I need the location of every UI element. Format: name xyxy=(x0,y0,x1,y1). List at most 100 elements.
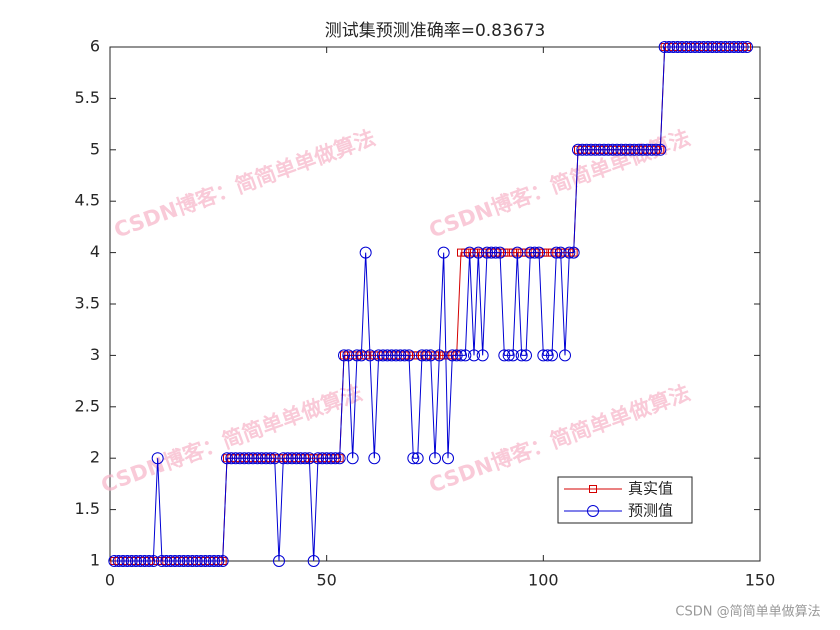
marker-circle xyxy=(273,555,285,567)
marker-circle xyxy=(641,143,654,156)
marker-circle xyxy=(502,349,515,362)
marker-circle xyxy=(528,246,541,259)
y-tick-label: 2.5 xyxy=(75,396,100,415)
marker-circle xyxy=(442,452,454,465)
marker-circle xyxy=(637,143,649,156)
marker-circle xyxy=(593,143,606,156)
marker-circle xyxy=(587,505,599,517)
marker-circle xyxy=(489,246,502,259)
marker-circle xyxy=(346,452,359,465)
marker-circle xyxy=(173,555,186,567)
marker-circle xyxy=(394,349,407,362)
marker-circle xyxy=(632,143,645,156)
marker-circle xyxy=(117,555,129,567)
marker-circle xyxy=(602,143,615,156)
marker-circle xyxy=(433,349,446,362)
marker-circle xyxy=(208,555,220,567)
marker-circle xyxy=(481,246,493,259)
marker-circle xyxy=(455,349,467,362)
marker-circle xyxy=(554,246,567,259)
marker-circle xyxy=(268,452,281,465)
marker-circle xyxy=(160,555,173,567)
marker-circle xyxy=(203,555,216,567)
marker-circle xyxy=(494,246,506,259)
marker-circle xyxy=(303,452,316,465)
marker-circle xyxy=(515,349,528,362)
marker-circle xyxy=(576,143,589,156)
marker-circle xyxy=(138,555,151,567)
marker-circle xyxy=(312,452,324,465)
marker-circle xyxy=(710,41,723,53)
marker-circle xyxy=(459,349,472,362)
marker-square xyxy=(589,485,597,493)
marker-circle xyxy=(147,555,160,567)
marker-circle xyxy=(299,452,311,465)
marker-circle xyxy=(407,452,420,465)
marker-circle xyxy=(385,349,398,362)
marker-circle xyxy=(329,452,342,465)
marker-circle xyxy=(485,246,498,259)
marker-circle xyxy=(741,41,753,53)
marker-circle xyxy=(286,452,298,465)
marker-circle xyxy=(355,349,368,362)
marker-circle xyxy=(498,349,511,362)
marker-circle xyxy=(151,452,164,465)
x-tick-label: 0 xyxy=(105,571,115,590)
y-tick-label: 4 xyxy=(90,242,100,261)
y-tick-label: 1.5 xyxy=(75,499,100,518)
marker-circle xyxy=(199,555,212,567)
marker-circle xyxy=(429,452,441,465)
marker-circle xyxy=(368,452,381,465)
legend-label: 预测值 xyxy=(628,502,673,520)
marker-circle xyxy=(559,349,571,362)
marker-circle xyxy=(541,349,554,362)
y-tick-label: 3 xyxy=(90,345,100,364)
marker-circle xyxy=(546,349,558,362)
marker-circle xyxy=(195,555,207,567)
marker-circle xyxy=(247,452,259,465)
marker-circle xyxy=(169,555,181,567)
marker-circle xyxy=(585,143,597,156)
marker-circle xyxy=(537,349,550,362)
marker-circle xyxy=(342,349,355,362)
marker-circle xyxy=(164,555,177,567)
marker-circle xyxy=(598,143,610,156)
marker-circle xyxy=(277,452,290,465)
marker-circle xyxy=(606,143,619,156)
marker-circle xyxy=(468,349,480,362)
marker-circle xyxy=(624,143,636,156)
marker-circle xyxy=(615,143,628,156)
x-tick-label: 100 xyxy=(528,571,559,590)
y-tick-label: 1 xyxy=(90,551,100,570)
marker-circle xyxy=(589,143,602,156)
marker-circle xyxy=(229,452,242,465)
marker-circle xyxy=(723,41,736,53)
marker-circle xyxy=(294,452,307,465)
marker-circle xyxy=(663,41,675,53)
marker-circle xyxy=(446,349,459,362)
x-tick-label: 50 xyxy=(316,571,336,590)
marker-circle xyxy=(511,246,524,259)
marker-circle xyxy=(611,143,623,156)
marker-circle xyxy=(507,349,519,362)
marker-circle xyxy=(645,143,658,156)
marker-circle xyxy=(221,452,233,465)
marker-circle xyxy=(702,41,714,53)
marker-circle xyxy=(190,555,203,567)
marker-circle xyxy=(580,143,593,156)
marker-circle xyxy=(359,246,372,259)
marker-circle xyxy=(234,452,246,465)
marker-circle xyxy=(715,41,727,53)
marker-circle xyxy=(108,555,121,567)
marker-circle xyxy=(706,41,719,53)
marker-circle xyxy=(650,143,662,156)
marker-circle xyxy=(125,555,138,567)
marker-circle xyxy=(134,555,147,567)
marker-circle xyxy=(260,452,272,465)
legend-label: 真实值 xyxy=(628,480,673,498)
marker-circle xyxy=(130,555,142,567)
marker-circle xyxy=(398,349,411,362)
marker-circle xyxy=(420,349,433,362)
marker-circle xyxy=(121,555,134,567)
